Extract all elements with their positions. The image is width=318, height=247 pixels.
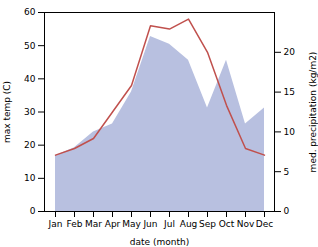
- svg-text:30: 30: [24, 107, 36, 117]
- svg-text:Jul: Jul: [163, 219, 175, 229]
- svg-text:Oct: Oct: [219, 219, 235, 229]
- svg-text:20: 20: [284, 47, 296, 57]
- svg-text:max temp (C): max temp (C): [2, 81, 12, 143]
- svg-text:date (month): date (month): [130, 237, 189, 247]
- svg-text:20: 20: [24, 140, 36, 150]
- svg-text:Dec: Dec: [256, 219, 273, 229]
- svg-text:10: 10: [284, 127, 296, 137]
- svg-text:50: 50: [24, 41, 36, 51]
- svg-text:60: 60: [24, 7, 36, 17]
- svg-text:40: 40: [24, 74, 36, 84]
- svg-text:10: 10: [24, 173, 36, 183]
- svg-text:med. precipitation (kg/m2): med. precipitation (kg/m2): [308, 52, 318, 173]
- svg-text:Jan: Jan: [48, 219, 63, 229]
- svg-text:0: 0: [30, 206, 36, 216]
- svg-text:Mar: Mar: [85, 219, 102, 229]
- svg-text:Nov: Nov: [237, 219, 255, 229]
- svg-text:15: 15: [284, 87, 295, 97]
- svg-text:Apr: Apr: [105, 219, 121, 229]
- svg-text:Sep: Sep: [199, 219, 216, 229]
- svg-text:Feb: Feb: [67, 219, 83, 229]
- svg-text:5: 5: [284, 167, 290, 177]
- svg-text:May: May: [122, 219, 141, 229]
- svg-text:Jun: Jun: [142, 219, 157, 229]
- svg-text:Aug: Aug: [180, 219, 198, 229]
- svg-text:0: 0: [284, 206, 290, 216]
